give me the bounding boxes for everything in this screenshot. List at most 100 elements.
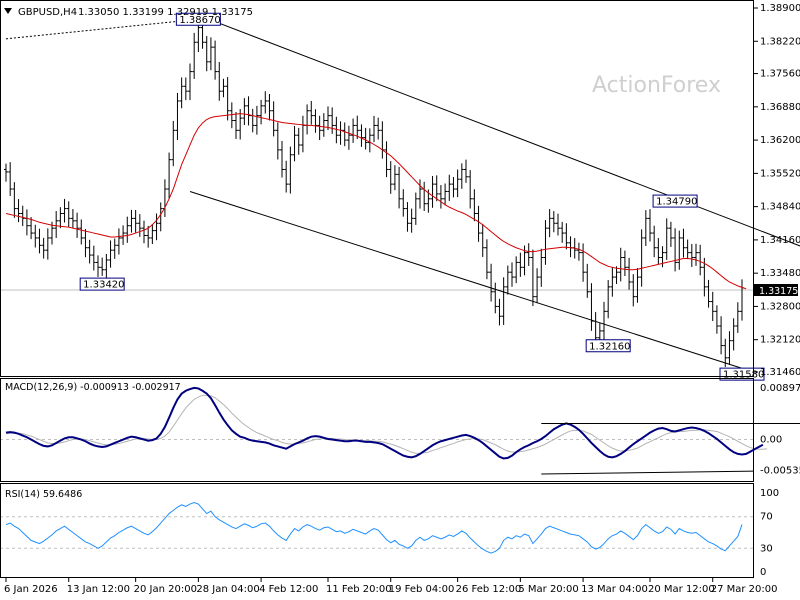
ohlc-bar xyxy=(589,283,594,331)
ohlc-bar xyxy=(254,105,259,135)
ohlc-bar xyxy=(564,223,569,250)
macd-panel-frame xyxy=(0,378,754,482)
price-tick-label: 1.32120 xyxy=(760,335,800,346)
ohlc-bar xyxy=(689,243,694,267)
ohlc-bar xyxy=(271,101,276,137)
chart-symbol: GBPUSD,H4 xyxy=(18,7,77,18)
ohlc-bar xyxy=(539,248,544,287)
macd-main-line xyxy=(5,386,764,460)
time-tick-label: 11 Feb 20:00 xyxy=(326,584,392,595)
ohlc-bar xyxy=(551,211,556,233)
symbol-dropdown-icon[interactable] xyxy=(4,8,12,14)
time-tick-label: 26 Feb 12:00 xyxy=(456,584,522,595)
ohlc-bar xyxy=(401,189,406,217)
ohlc-bar xyxy=(87,239,92,264)
ohlc-bar xyxy=(602,301,606,341)
watermark: ActionForex xyxy=(592,73,721,98)
price-panel[interactable]: ActionForex 1.38670 1.33420 1.34790 1.32160… xyxy=(0,0,800,381)
ohlc-bar xyxy=(142,220,146,244)
price-annotation: 1.33420 xyxy=(79,277,125,291)
rsi-panel-frame xyxy=(0,483,754,578)
ohlc-bar xyxy=(334,116,339,144)
time-tick-label: 27 Mar 20:00 xyxy=(711,584,778,595)
ohlc-bar xyxy=(480,223,485,257)
ohlc-bar xyxy=(309,100,314,125)
rsi-tick-label: 0 xyxy=(760,567,766,578)
macd-tick-label: 0.008972 xyxy=(760,383,800,394)
ohlc-bar xyxy=(267,93,272,121)
time-tick-label: 20 Mar 12:00 xyxy=(648,584,715,595)
ohlc-bar xyxy=(121,225,126,245)
ohlc-bar xyxy=(229,102,234,129)
ohlc-bar xyxy=(4,163,8,182)
ohlc-bar xyxy=(296,127,301,155)
ohlc-bar xyxy=(723,338,728,368)
ohlc-bar xyxy=(698,244,703,276)
ohlc-bar xyxy=(246,96,251,126)
ohlc-bar xyxy=(150,223,155,245)
svg-text:1.32160: 1.32160 xyxy=(589,341,630,352)
ohlc-bar xyxy=(346,125,351,150)
ohlc-bar xyxy=(514,256,519,284)
moving-average-line xyxy=(5,113,747,290)
ohlc-bar xyxy=(413,192,418,225)
ohlc-bar xyxy=(631,274,636,307)
ohlc-bar xyxy=(451,177,456,198)
ohlc-bar xyxy=(464,159,468,183)
ohlc-bar xyxy=(476,205,481,242)
rsi-panel[interactable]: 100 70 30 0 RSI(14) 59.6486 xyxy=(0,483,779,579)
ohlc-bar xyxy=(668,221,673,247)
ohlc-bar xyxy=(179,77,184,109)
ohlc-bar xyxy=(714,305,719,334)
ohlc-bar xyxy=(167,152,172,199)
ohlc-bar xyxy=(618,247,623,282)
ohlc-bar xyxy=(129,209,134,233)
ohlc-bar xyxy=(635,268,640,303)
ohlc-bar xyxy=(409,208,414,233)
dotted-trend-line xyxy=(5,18,199,40)
chart-quote: 1.33050 1.33199 1.32919 1.33175 xyxy=(78,7,253,18)
ohlc-bar xyxy=(489,263,494,302)
ohlc-bar xyxy=(719,316,724,355)
ohlc-bar xyxy=(217,61,222,101)
ohlc-bar xyxy=(37,228,42,254)
svg-text:1.38670: 1.38670 xyxy=(179,15,220,26)
ohlc-bar xyxy=(493,282,498,314)
price-tick-label: 1.38220 xyxy=(760,36,800,47)
ohlc-bar xyxy=(359,124,364,147)
ohlc-bar xyxy=(275,122,280,160)
ohlc-bar xyxy=(505,265,510,295)
ohlc-bar xyxy=(234,111,238,140)
macd-axis: 0.008972 0.00 -0.005356 xyxy=(760,383,800,476)
ohlc-bar xyxy=(351,118,356,143)
price-tick-label: 1.35520 xyxy=(760,168,800,179)
ohlc-bar xyxy=(581,243,586,282)
ohlc-bar xyxy=(543,220,548,265)
ohlc-bar xyxy=(648,209,652,242)
rsi-axis: 100 70 30 0 xyxy=(760,488,779,578)
ohlc-bar xyxy=(673,228,678,272)
ohlc-bar xyxy=(430,176,435,208)
ohlc-bar xyxy=(188,63,192,101)
ohlc-bar xyxy=(518,252,523,277)
ohlc-bar xyxy=(79,219,84,245)
ohlc-bar xyxy=(384,141,389,178)
ohlc-bar xyxy=(342,122,347,147)
ohlc-bar xyxy=(530,249,535,307)
ohlc-bar xyxy=(706,279,711,308)
ohlc-bar xyxy=(735,302,740,333)
ohlc-bar xyxy=(8,162,13,196)
macd-panel[interactable]: 0.008972 0.00 -0.005356 MACD(12,26,9) -0.0… xyxy=(0,378,800,482)
ohlc-bar xyxy=(20,205,25,227)
ohlc-bar xyxy=(288,146,293,194)
macd-tick-label: -0.005356 xyxy=(760,465,800,476)
ohlc-bar xyxy=(468,170,473,209)
ohlc-bar xyxy=(66,201,71,228)
ohlc-bar xyxy=(16,199,21,223)
macd-signal-line xyxy=(5,394,768,454)
ohlc-bar xyxy=(225,77,230,121)
ohlc-bar xyxy=(455,169,460,198)
time-tick-label: 13 Mar 04:00 xyxy=(581,584,648,595)
macd-title: MACD(12,26,9) -0.000913 -0.002917 xyxy=(5,382,181,393)
